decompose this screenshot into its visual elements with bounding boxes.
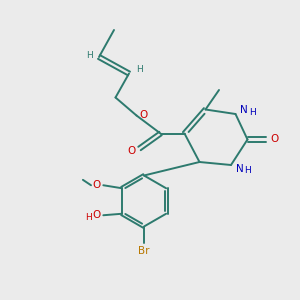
Text: O: O [92,180,101,190]
Text: H: H [249,108,255,117]
Text: N: N [236,164,243,174]
Text: O: O [139,110,147,121]
Text: O: O [127,146,135,156]
Text: H: H [136,65,143,74]
Text: H: H [86,51,93,60]
Text: Br: Br [138,246,150,256]
Text: H: H [244,166,251,175]
Text: N: N [240,105,248,116]
Text: O: O [270,134,279,145]
Text: H: H [85,213,92,222]
Text: O: O [92,210,101,220]
